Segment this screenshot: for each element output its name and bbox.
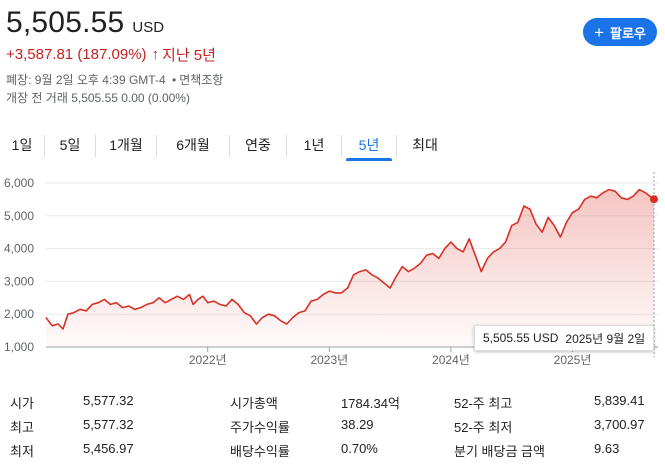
x-tick-label: 2024년 [432,353,470,367]
price-area [46,189,654,347]
market-status: 폐장: 9월 2일 오후 4:39 GMT-4 • 면책조항 개장 전 거래 5,… [6,71,223,107]
stat-label: 시가 [10,396,34,411]
stat-label: 시가총액 [230,396,278,411]
tab-2[interactable]: 5일 [59,137,81,153]
stat-label: 최저 [10,444,34,459]
last-point-marker [650,195,658,204]
tab-4[interactable]: 6개월 [176,137,210,153]
stat-value: 5,577.32 [83,393,134,408]
change-period: 지난 5년 [162,47,216,64]
current-price: 5,505.55 [6,6,125,39]
x-tick-label: 2023년 [310,353,348,367]
tab-6[interactable]: 1년 [303,137,325,153]
stats-row: 최고 5,577.32 주가수익률 38.29 52-주 최저 3,700.97 [10,413,660,437]
price-line [45,188,655,330]
tab-separator [286,135,287,157]
y-tick-label: 4,000 [4,242,34,256]
stat-value: 3,700.97 [594,417,645,432]
quote-header: 5,505.55 USD +3,587.81 (187.09%) ↑ 지난 5년… [6,6,223,107]
tooltip-price: 5,505.55 USD [483,331,559,345]
change-value: +3,587.81 (187.09%) [6,46,147,63]
tooltip-date: 2025년 9월 2일 [565,331,646,346]
stat-value: 5,577.32 [83,417,134,432]
y-tick-label: 5,000 [4,209,34,223]
arrow-up-icon: ↑ [151,46,160,63]
stat-label: 주가수익률 [230,420,290,435]
tab-1[interactable]: 1일 [11,137,33,153]
y-tick-label: 3,000 [4,274,34,288]
stat-label: 분기 배당금 금액 [454,444,545,459]
price-change: +3,587.81 (187.09%) ↑ 지난 5년 [6,44,223,65]
stat-value: 0.70% [341,441,378,456]
stat-value: 1784.34억 [341,396,400,411]
tab-separator [229,135,230,157]
follow-label: 팔로우 [610,25,646,41]
separator-dot: • [171,73,177,87]
chart-tooltip: 5,505.55 USD 2025년 9월 2일 [474,325,654,351]
stat-value: 5,839.41 [594,393,645,408]
tab-3[interactable]: 1개월 [109,137,143,153]
stats-table: 시가 5,577.32 시가총액 1784.34억 52-주 최고 5,839.41 최고 5… [10,389,660,461]
tab-separator [95,135,96,157]
tab-separator [396,135,397,157]
stats-row: 최저 5,456.97 배당수익률 0.70% 분기 배당금 금액 9.63 [10,437,660,461]
tab-separator [341,135,342,157]
y-tick-label: 6,000 [4,176,34,190]
close-label: 폐장: [6,73,32,87]
stat-label: 배당수익률 [230,444,290,459]
stat-value: 38.29 [341,417,374,432]
y-tick-label: 1,000 [4,340,34,354]
tab-5[interactable]: 연중 [245,137,271,153]
x-tick-label: 2025년 [554,353,592,367]
stat-label: 최고 [10,420,34,435]
tab-separator [44,135,45,157]
price-row: 5,505.55 USD [6,6,223,40]
price-chart: 1,000 2,000 3,000 4,000 5,000 6,000 2022년 2023년… [4,172,658,367]
tab-separator [156,135,157,157]
stats-row: 시가 5,577.32 시가총액 1784.34억 52-주 최고 5,839.41 [10,389,660,413]
stat-label: 52-주 최저 [454,420,513,435]
tab-8[interactable]: 최대 [412,137,438,153]
y-tick-label: 2,000 [4,307,34,321]
tab-7[interactable]: 5년 [342,133,396,161]
x-tick-label: 2022년 [189,353,227,367]
stat-value: 9.63 [594,441,620,456]
plus-icon: + [594,22,605,42]
range-tabs: 1일 5일 1개월 6개월 연중 1년 5년 최대 [0,133,453,161]
close-time: 9월 2일 오후 4:39 GMT-4 [34,73,166,87]
premarket-info: 개장 전 거래 5,505.55 0.00 (0.00%) [6,91,190,105]
stat-label: 52-주 최고 [454,396,513,411]
disclaimer-link[interactable]: 면책조항 [179,73,224,87]
currency-label: USD [132,19,165,36]
stat-value: 5,456.97 [83,441,134,456]
follow-button[interactable]: + 팔로우 [583,18,657,46]
